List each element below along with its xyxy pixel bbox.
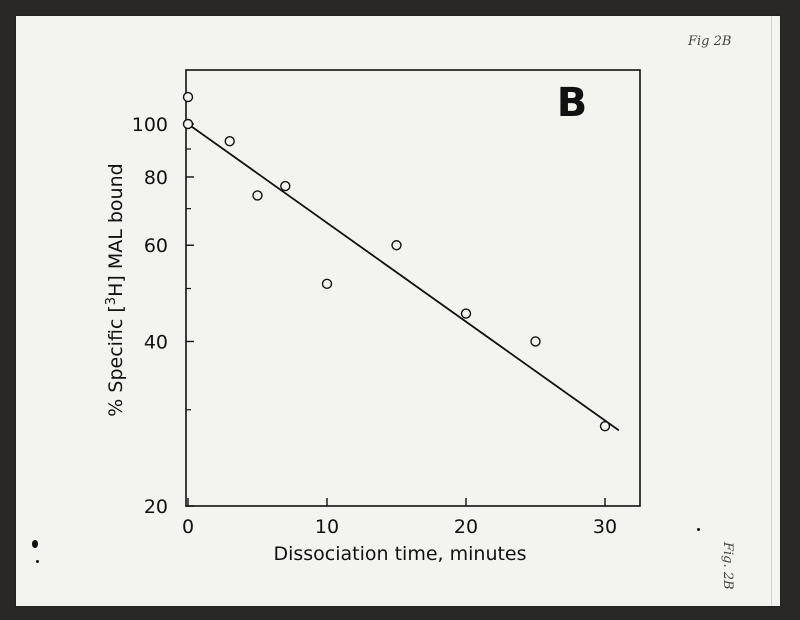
data-point [460, 308, 472, 319]
x-axis-label: Dissociation time, minutes [273, 543, 526, 565]
ink-speck [36, 560, 39, 563]
data-point [280, 180, 291, 192]
ink-speck [697, 528, 700, 531]
data-point [391, 240, 402, 251]
data-point [252, 190, 263, 201]
y-tick-label: 80 [144, 167, 168, 189]
y-tick-label: 60 [144, 235, 168, 257]
data-point [599, 420, 611, 432]
x-tick-label: 0 [182, 516, 194, 538]
regression-line [187, 123, 620, 432]
data-point [224, 136, 235, 147]
y-axis-label: % Specific [3H] MAL bound [104, 163, 127, 416]
paper-sheet [16, 16, 780, 606]
paper-edge [771, 16, 772, 606]
data-point [530, 336, 541, 347]
figure-annotation-top: Fig 2B [688, 34, 732, 49]
y-tick-label: 20 [144, 496, 168, 518]
panel-label: B [557, 80, 588, 126]
x-tick-label: 10 [315, 516, 339, 538]
plot-frame [185, 69, 641, 507]
data-point [182, 118, 194, 130]
x-tick-label: 20 [454, 516, 478, 538]
y-tick-label: 100 [132, 114, 168, 136]
y-tick-label: 40 [144, 331, 168, 353]
data-point [321, 278, 333, 290]
data-point [182, 91, 194, 103]
ink-speck [32, 540, 38, 548]
x-tick-label: 30 [593, 516, 617, 538]
